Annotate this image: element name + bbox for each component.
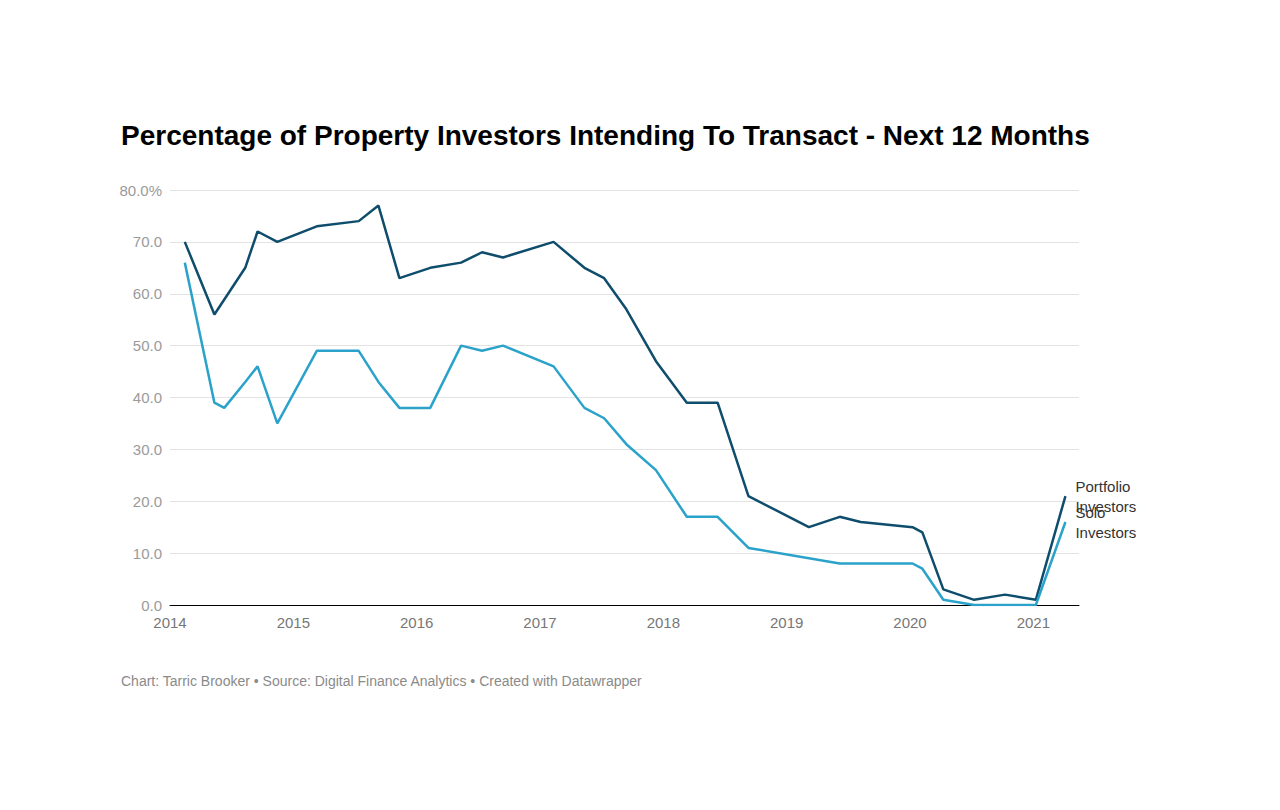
- svg-text:70.0: 70.0: [133, 233, 162, 250]
- svg-text:2014: 2014: [153, 614, 186, 631]
- svg-text:Investors: Investors: [1075, 524, 1136, 541]
- svg-text:Investors: Investors: [1075, 497, 1137, 515]
- svg-text:Solo: Solo: [1075, 504, 1105, 521]
- svg-text:Percentage of Property Investo: Percentage of Property Investors Intendi…: [121, 120, 1090, 151]
- svg-text:10.0: 10.0: [133, 545, 162, 562]
- svg-text:20.0: 20.0: [133, 493, 162, 510]
- svg-text:2019: 2019: [770, 614, 803, 631]
- svg-text:2018: 2018: [647, 614, 680, 631]
- svg-text:2020: 2020: [893, 614, 926, 631]
- svg-text:2017: 2017: [523, 614, 556, 631]
- svg-text:Portfolio: Portfolio: [1075, 478, 1130, 495]
- svg-text:0.0: 0.0: [141, 597, 162, 614]
- svg-text:2021: 2021: [1017, 614, 1050, 631]
- svg-text:2015: 2015: [277, 614, 310, 631]
- svg-text:40.0: 40.0: [133, 389, 162, 406]
- svg-text:2016: 2016: [400, 614, 433, 631]
- svg-text:Chart: Tarric Brooker • Source: Chart: Tarric Brooker • Source: Digital …: [121, 673, 642, 689]
- svg-text:50.0: 50.0: [133, 337, 162, 354]
- svg-text:60.0: 60.0: [133, 285, 162, 302]
- svg-text:80.0%: 80.0%: [119, 182, 162, 199]
- svg-text:30.0: 30.0: [133, 441, 162, 458]
